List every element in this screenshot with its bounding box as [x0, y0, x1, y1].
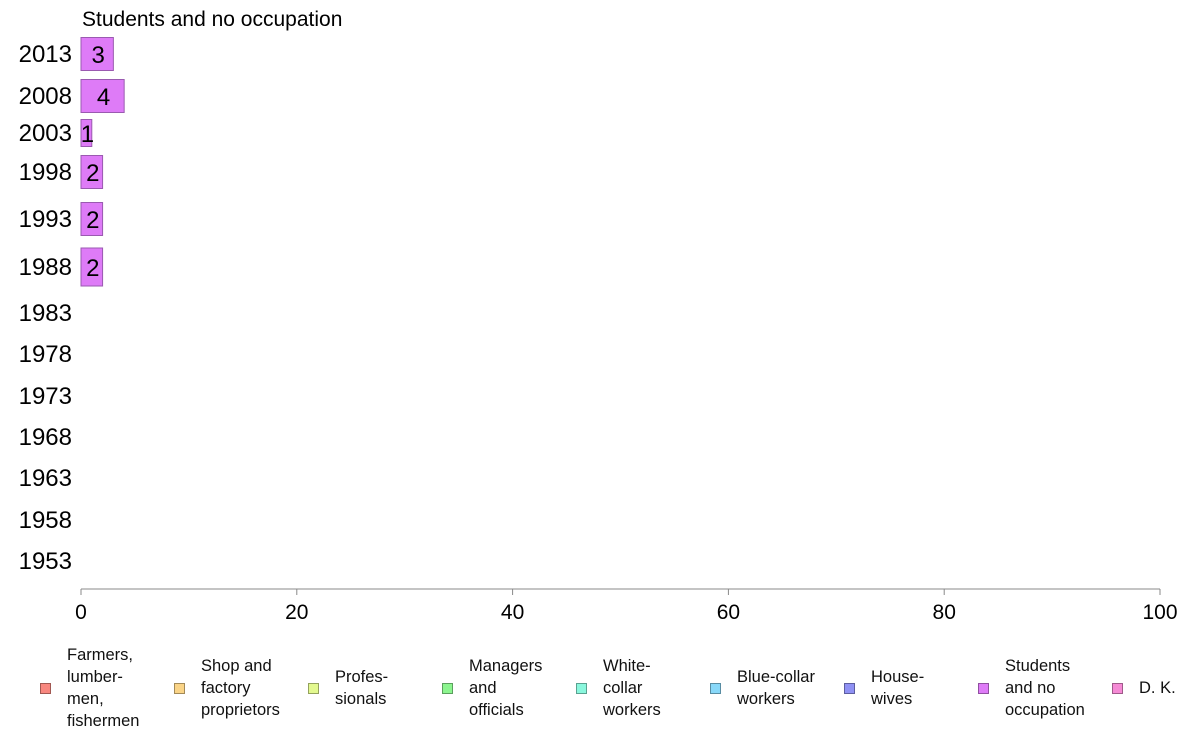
y-tick-label: 1988	[19, 254, 72, 281]
chart-title: Students and no occupation	[82, 8, 342, 31]
bar	[80, 79, 125, 113]
y-tick-label: 2003	[19, 120, 72, 147]
bar	[80, 37, 114, 71]
y-tick-label: 1978	[19, 341, 72, 368]
legend-swatch	[844, 682, 855, 694]
y-tick-label: 1963	[19, 465, 72, 492]
bar-value-label: 3	[92, 42, 105, 69]
legend-label: D. K.	[1139, 679, 1176, 697]
legend-swatch	[1112, 682, 1123, 694]
y-tick-label: 1993	[19, 206, 72, 233]
y-axis-labels: 2013 2008 2003 1998 1993 1988 1983 1978 1973 1968…	[19, 41, 72, 575]
legend-item: White- collar workers	[576, 640, 661, 736]
legend-label: Managers and officials	[469, 657, 543, 719]
legend-item: Profes- sionals	[308, 640, 388, 736]
legend-item: Shop and factory proprietors	[174, 640, 280, 736]
bar	[80, 119, 93, 147]
legend-item: D. K.	[1112, 640, 1176, 736]
legend-label: Profes- sionals	[335, 668, 389, 708]
legend-item: Blue-collar workers	[710, 640, 815, 736]
bar	[80, 202, 104, 236]
legend-swatch	[978, 682, 989, 694]
legend-label: House- wives	[871, 668, 925, 708]
legend: Farmers, lumber- men, fishermen Shop and …	[0, 640, 1188, 736]
x-tick-label: 0	[75, 601, 87, 624]
legend-swatch	[576, 682, 587, 694]
y-tick-label: 2008	[19, 83, 72, 110]
legend-swatch	[710, 682, 721, 694]
legend-label: White- collar workers	[603, 657, 661, 719]
bar-value-label: 2	[86, 255, 99, 282]
bar	[80, 247, 104, 287]
y-tick-label: 1953	[19, 548, 72, 575]
legend-label: Farmers, lumber- men, fishermen	[67, 646, 140, 730]
legend-swatch	[442, 682, 453, 694]
legend-label: Shop and factory proprietors	[201, 657, 280, 719]
bar-value-label: 2	[86, 160, 99, 187]
bar-value-label: 4	[97, 84, 110, 111]
legend-label: Blue-collar workers	[737, 668, 815, 708]
x-tick-label: 100	[1142, 601, 1177, 624]
y-tick-label: 1973	[19, 383, 72, 410]
x-tick-label: 60	[717, 601, 740, 624]
y-tick-label: 2013	[19, 41, 72, 68]
y-tick-label: 1958	[19, 507, 72, 534]
legend-item: Farmers, lumber- men, fishermen	[40, 640, 139, 736]
x-axis: 0 20 40 60 80 100	[75, 588, 1178, 624]
y-tick-label: 1968	[19, 424, 72, 451]
y-tick-label: 1998	[19, 159, 72, 186]
x-tick-label: 80	[933, 601, 956, 624]
y-tick-label: 1983	[19, 300, 72, 327]
bar	[80, 155, 104, 189]
legend-item: Students and no occupation	[978, 640, 1085, 736]
bar-value-label: 1	[81, 121, 94, 148]
legend-item: House- wives	[844, 640, 924, 736]
bars-group: 3 41 2 2 2	[80, 37, 125, 287]
x-tick-label: 40	[501, 601, 524, 624]
legend-swatch	[174, 682, 185, 694]
legend-swatch	[308, 682, 319, 694]
bar-value-label: 2	[86, 207, 99, 234]
legend-item: Managers and officials	[442, 640, 542, 736]
legend-swatch	[40, 682, 51, 694]
x-tick-label: 20	[285, 601, 308, 624]
legend-label: Students and no occupation	[1005, 657, 1085, 719]
